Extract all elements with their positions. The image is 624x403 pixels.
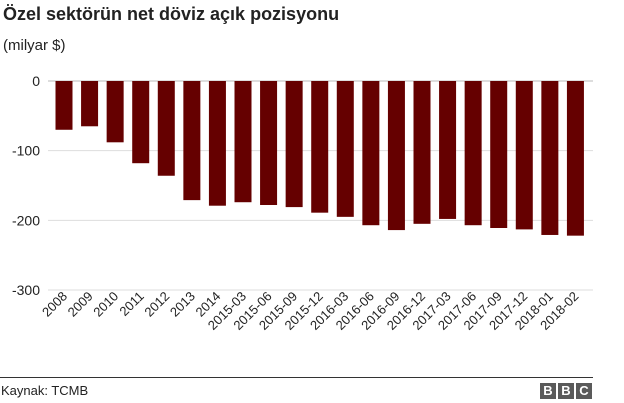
chart-title: Özel sektörün net döviz açık pozisyonu	[3, 4, 340, 24]
bbc-logo-letter-2: B	[558, 383, 574, 399]
bar	[566, 81, 584, 236]
bar	[387, 81, 405, 231]
bar	[362, 81, 380, 226]
y-tick-label: -200	[12, 212, 40, 228]
bar	[439, 81, 457, 219]
bar	[81, 81, 99, 127]
bar	[413, 81, 431, 224]
y-tick-label: -100	[12, 143, 40, 159]
bar	[106, 81, 124, 143]
x-tick-label: 2010	[90, 289, 121, 320]
bar	[208, 81, 226, 206]
x-tick-label: 2011	[116, 289, 146, 319]
bar-chart: 0-100-200-300 200820092010201120122013201…	[12, 73, 593, 333]
footer-divider	[0, 377, 593, 378]
bar	[157, 81, 175, 176]
bbc-logo-letter-3: C	[576, 383, 592, 399]
y-tick-label: -300	[12, 282, 40, 298]
bar	[285, 81, 303, 208]
x-tick-label: 2008	[39, 289, 70, 320]
bar	[132, 81, 150, 164]
bar	[490, 81, 508, 228]
source-note: Kaynak: TCMB	[1, 383, 89, 398]
y-tick-label: 0	[32, 73, 40, 89]
bar	[234, 81, 252, 203]
bbc-logo: B B C	[540, 383, 592, 399]
bar	[464, 81, 482, 226]
bar	[183, 81, 201, 201]
bar	[336, 81, 354, 217]
bar	[260, 81, 278, 206]
bar	[311, 81, 329, 213]
x-tick-label: 2013	[167, 289, 198, 320]
bar	[515, 81, 533, 230]
bar	[541, 81, 559, 235]
chart-subtitle: (milyar $)	[3, 37, 66, 54]
bbc-logo-letter-1: B	[540, 383, 556, 399]
bar	[55, 81, 73, 130]
x-tick-label: 2009	[65, 289, 96, 320]
x-tick-label: 2012	[141, 289, 172, 320]
